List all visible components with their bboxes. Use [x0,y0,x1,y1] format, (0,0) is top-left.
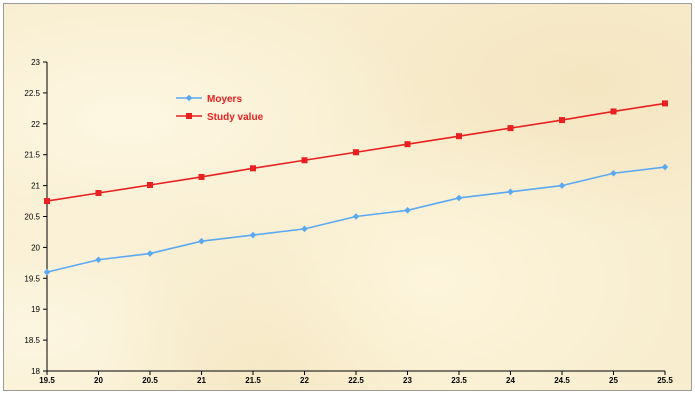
legend-label: Moyers [207,94,242,105]
series-layer [43,100,669,276]
legend-label: Study value [207,112,264,123]
x-tick-label: 19.5 [39,376,55,385]
x-tick-label: 23 [403,376,412,385]
data-point [507,188,514,196]
y-tick-label: 21 [31,182,40,191]
data-point [95,256,102,264]
data-point [558,182,566,189]
data-point [301,225,308,233]
chart-area [3,3,692,391]
x-tick-label: 25.5 [657,376,673,385]
legend: Moyers Study value [176,94,264,123]
x-tick-label: 24 [506,376,515,385]
axes: 18 18.5 19 19.5 20 20.5 21 21.5 22 22.5 23 19.5 20 20… [24,58,673,385]
data-point [147,181,153,188]
y-tick-label: 23 [31,58,40,67]
y-tick-label: 22 [31,120,40,129]
data-point [456,133,462,140]
x-tick-label: 23.5 [451,376,467,385]
x-tick-label: 22.5 [348,376,364,385]
legend-item-moyers: Moyers [176,94,242,105]
y-tick-label: 18 [31,367,40,376]
data-point [455,194,463,202]
x-tick-label: 22 [300,376,309,385]
x-tick-label: 24.5 [554,376,570,385]
data-point [198,173,205,180]
data-point [662,100,668,107]
x-tick-label: 21.5 [245,376,261,385]
data-point [610,108,617,115]
y-tick-label: 20.5 [24,213,40,222]
data-point [559,117,565,124]
data-point [198,237,205,245]
legend-marker [185,94,193,102]
y-tick-label: 21.5 [24,151,40,160]
data-point [301,157,308,164]
data-point [249,231,257,239]
legend-marker [186,113,192,119]
data-point [610,169,617,177]
data-point [250,165,256,172]
data-point [661,163,669,171]
series-study-value [44,100,668,205]
x-tick-label: 21 [197,376,206,385]
x-tick-label: 20 [94,376,103,385]
data-point [404,207,411,214]
y-tick-label: 22.5 [24,89,40,98]
data-point [352,213,360,220]
data-point [404,141,411,148]
data-point [43,268,51,276]
legend-item-study-value: Study value [176,112,264,123]
data-point [353,149,359,156]
x-tick-label: 25 [609,376,618,385]
data-point [44,198,50,205]
series-moyers [43,163,669,276]
data-point [507,125,514,132]
y-tick-label: 19.5 [24,274,40,283]
y-tick-label: 18.5 [24,336,40,345]
y-tick-label: 20 [31,243,40,252]
x-tick-label: 20.5 [142,376,158,385]
data-point [95,190,102,197]
data-point [146,250,154,257]
y-tick-label: 19 [31,305,40,314]
